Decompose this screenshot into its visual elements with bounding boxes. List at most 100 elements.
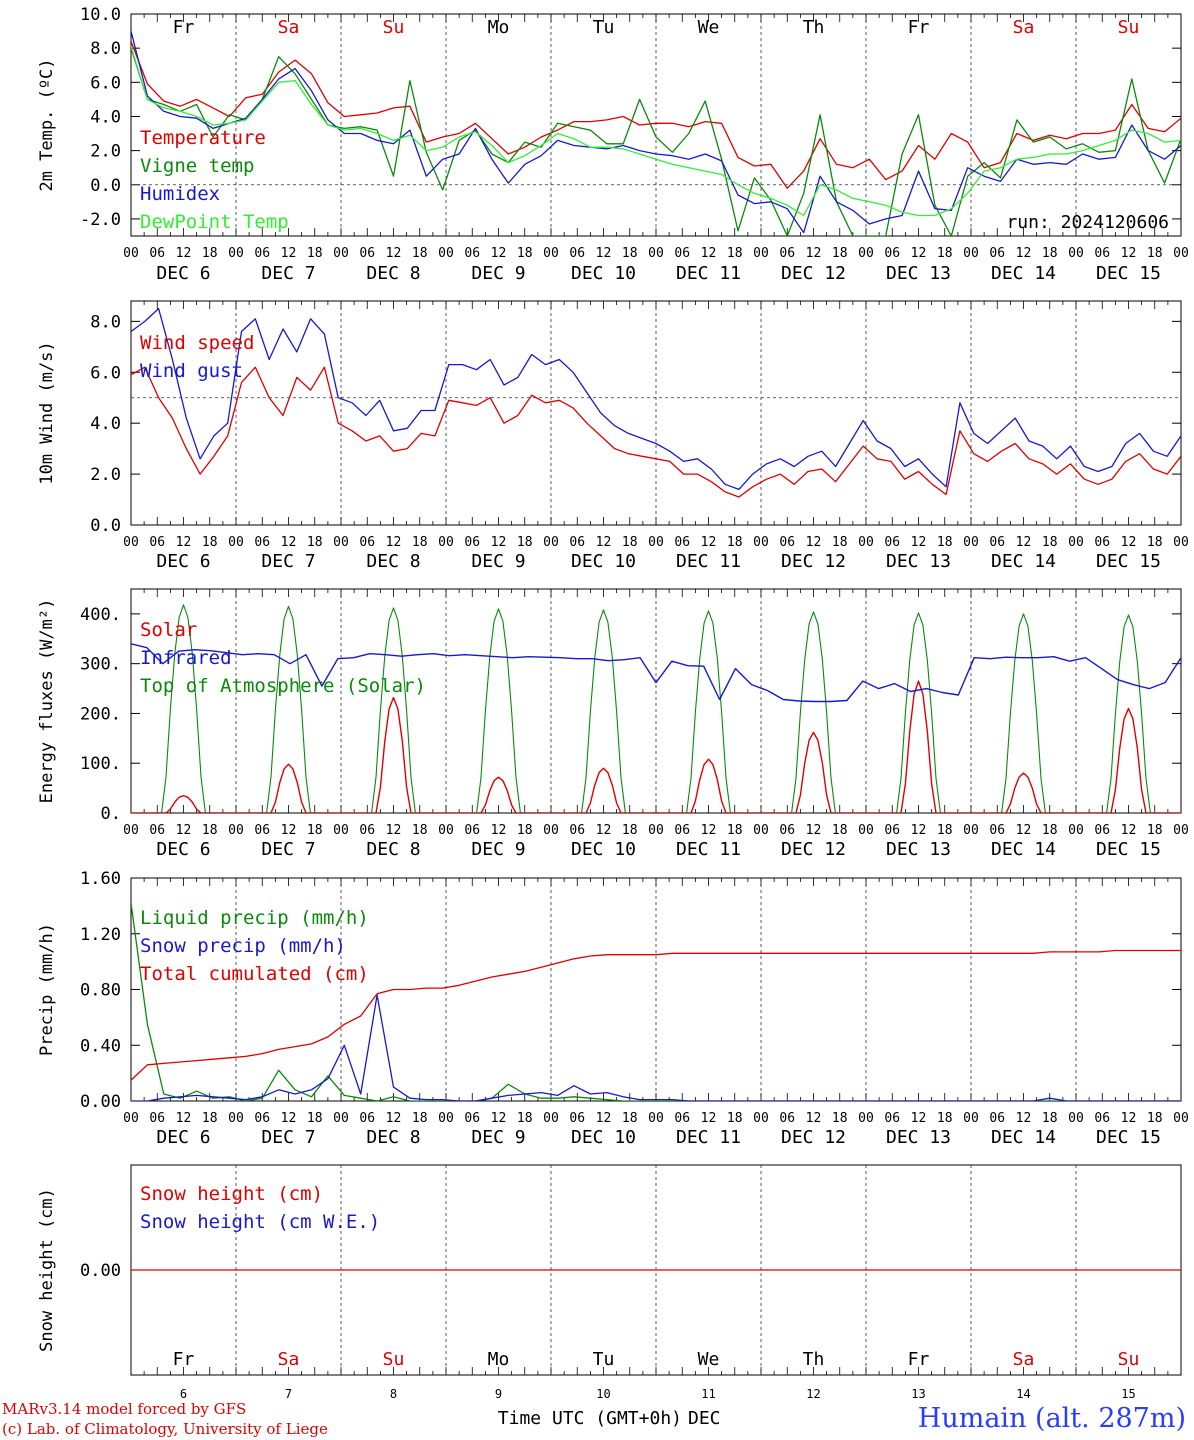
weekday-label: Mo [488,17,510,38]
hour-label: 00 [1173,535,1189,550]
y-tick-label: -2.0 [80,210,121,230]
legend-entry: Snow height (cm W.E.) [140,1211,380,1233]
day-label: DEC 6 [156,1127,210,1148]
station-name: Humain (alt. 287m) [917,1403,1186,1434]
hour-label: 18 [412,823,428,838]
hour-label: 00 [963,823,979,838]
hour-label: 12 [386,823,402,838]
series-group [131,307,1181,498]
hour-label: 00 [543,246,559,261]
legend-entry: Solar [140,619,197,641]
series-line-vigne-temp [131,48,1181,236]
hour-label: 12 [806,535,822,550]
panel-3: 400. 300. 200. 100. 0. Energy fluxes (W/m²) 00… [37,588,1189,860]
hour-label: 00 [753,1111,769,1126]
hour-label: 12 [596,823,612,838]
hour-label: 00 [333,823,349,838]
hour-label: 00 [648,535,664,550]
hour-label: 06 [149,246,165,261]
hour-label: 00 [1173,1111,1189,1126]
hour-label: 06 [989,1111,1005,1126]
hour-label: 00 [438,246,454,261]
weekday-label: Tu [593,17,615,38]
hour-label: 12 [1016,823,1032,838]
day-label: DEC 15 [1096,839,1161,860]
day-label: DEC 10 [571,1127,636,1148]
y-tick-label: 8.0 [90,312,121,332]
y-tick-label: 10.0 [80,5,121,25]
hour-label: 06 [674,823,690,838]
day-label: DEC 12 [781,551,846,572]
hour-label: 12 [701,1111,717,1126]
day-label: DEC 7 [261,551,315,572]
hour-label: 12 [596,1111,612,1126]
hour-label: 00 [1068,535,1084,550]
day-label: DEC 14 [991,1127,1056,1148]
hour-label: 18 [307,823,323,838]
hour-label: 12 [701,823,717,838]
legend-entry: Snow height (cm) [140,1183,323,1205]
day-label: DEC 10 [571,263,636,284]
weekday-label: Su [383,17,405,38]
hour-label: 00 [963,246,979,261]
series-line-wind-gust [131,307,1181,491]
hour-label: 12 [281,1111,297,1126]
weekday-label: Sa [278,17,300,38]
hour-label: 06 [779,246,795,261]
y-tick-label: 300. [80,655,121,675]
hour-label: 06 [674,535,690,550]
hour-label: 18 [1147,246,1163,261]
hour-label: 18 [937,246,953,261]
y-axis-label: Precip (mm/h) [37,923,57,1056]
weekday-label: Su [1118,17,1140,38]
weekday-label: We [698,17,720,38]
y-tick-label: 1.60 [80,869,121,889]
weekday-label: Sa [278,1349,300,1370]
hour-label: 00 [123,535,139,550]
hour-label: 06 [884,246,900,261]
hour-label: 06 [254,246,270,261]
day-label: DEC 15 [1096,263,1161,284]
toa-solar-line [131,604,1181,813]
day-label: DEC 11 [676,263,741,284]
hour-label: 18 [832,246,848,261]
x-axis-label: Time UTC (GMT+0h) [498,1408,682,1429]
hour-label: 06 [1094,246,1110,261]
hour-label: 06 [779,823,795,838]
hour-label: 12 [1121,1111,1137,1126]
hour-label: 06 [149,1111,165,1126]
hour-label: 00 [543,1111,559,1126]
legend-entry: Infrared [140,647,232,669]
panel-1: 10.0 8.0 6.0 4.0 2.0 0.0 -2.0 2m Temp. (ºC) 00 06… [37,5,1189,284]
hour-label: 00 [648,246,664,261]
hour-label: 00 [858,1111,874,1126]
hour-label: 00 [858,823,874,838]
hour-label: 00 [963,1111,979,1126]
legend-entry: Humidex [140,183,220,205]
y-tick-label: 200. [80,704,121,724]
hour-label: 00 [438,1111,454,1126]
day-label: DEC 7 [261,839,315,860]
day-label: DEC 7 [261,1127,315,1148]
y-tick-label: 2.0 [90,142,121,162]
hour-label: 18 [832,823,848,838]
hour-label: 06 [464,1111,480,1126]
day-label: DEC 9 [471,839,525,860]
day-label: DEC 13 [886,551,951,572]
hour-label: 06 [254,535,270,550]
day-number-label: 11 [701,1387,715,1401]
hour-label: 18 [937,1111,953,1126]
legend-entry: Vigne temp [140,155,254,177]
day-label: DEC 12 [781,263,846,284]
weekday-label: Mo [488,1349,510,1370]
weekday-label: Th [803,1349,825,1370]
day-label: DEC 13 [886,1127,951,1148]
day-label: DEC 14 [991,263,1056,284]
hour-label: 18 [1042,1111,1058,1126]
hour-label: 00 [228,535,244,550]
hour-label: 18 [202,823,218,838]
hour-label: 06 [359,823,375,838]
hour-label: 18 [412,535,428,550]
hour-label: 18 [1042,823,1058,838]
